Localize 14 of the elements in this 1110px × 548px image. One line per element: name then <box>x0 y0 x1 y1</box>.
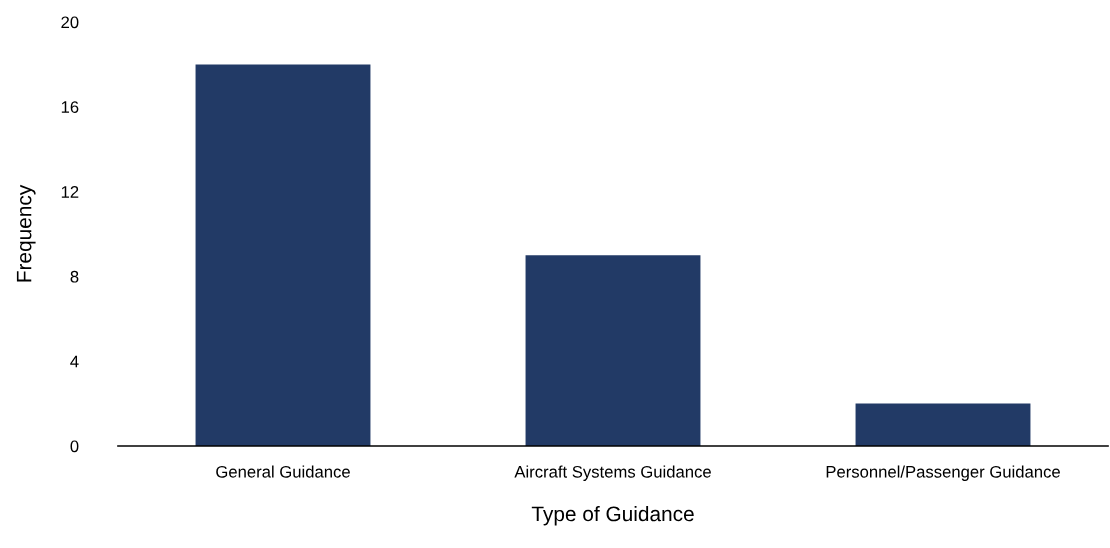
y-tick-label: 16 <box>61 101 79 113</box>
y-tick-label: 8 <box>70 270 79 283</box>
y-axis-title: Frequency <box>16 184 36 282</box>
bar <box>525 255 701 446</box>
x-tick-label: General Guidance <box>216 465 350 478</box>
bar <box>855 403 1031 446</box>
x-tick-label: Personnel/Passenger Guidance <box>826 465 1060 481</box>
x-tick-label: Aircraft Systems Guidance <box>514 465 711 481</box>
y-tick-label: 0 <box>70 440 79 453</box>
y-tick-label: 4 <box>70 355 79 368</box>
y-tick-label: 12 <box>61 186 79 198</box>
bar <box>195 64 371 446</box>
x-axis-title: Type of Guidance <box>531 505 694 526</box>
y-tick-label: 20 <box>61 16 79 29</box>
